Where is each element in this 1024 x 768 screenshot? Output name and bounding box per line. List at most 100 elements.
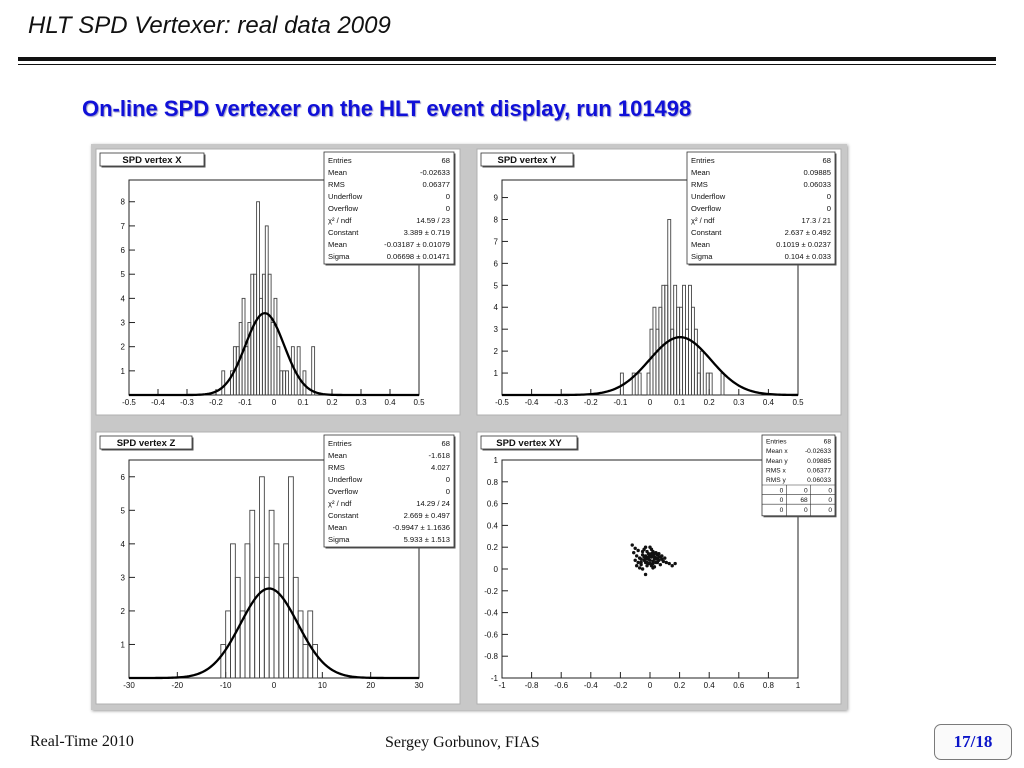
stats-value: 68 [823,156,831,165]
scatter-point [658,562,663,567]
stats-label: χ² / ndf [328,499,352,508]
scatter-point [632,550,636,555]
stats-box [323,151,455,265]
stats-value: 2.637 ± 0.492 [785,228,831,237]
y-tick-label: 4 [121,540,126,549]
stats-label: Mean x [766,448,788,455]
scatter-point [634,554,639,558]
scatter-point [640,549,645,554]
stats-table-cell: 0 [828,488,832,495]
y-tick-label: 4 [494,303,499,312]
footer-author: Sergey Gorbunov, FIAS [385,734,540,751]
y-tick-label: 7 [494,237,499,246]
x-tick-label: -0.2 [584,398,598,407]
scatter-point [664,560,668,565]
stats-value: 0.06033 [807,477,831,484]
stats-label: Entries [766,439,787,446]
stats-label: RMS [328,180,345,189]
stats-value: 0.06698 ± 0.01471 [387,252,450,261]
plots-svg: -0.5 -0.4 -0.3 -0.2 -0.1 0 0.1 0.2 0.3 0.4 0.5 1 2 3 4… [95,148,842,705]
histogram-bin [708,372,713,396]
y-tick-label: -1 [491,674,499,683]
x-tick-label: 0.4 [384,398,396,407]
stats-label: Mean [328,168,347,177]
stats-value: 0 [446,192,450,201]
stats-box [761,434,836,517]
scatter-point [660,554,664,558]
x-tick-label: 0.3 [355,398,367,407]
y-tick-label: 5 [494,281,499,290]
footer-conference: Real-Time 2010 [30,733,134,750]
x-tick-label: -10 [220,681,232,690]
x-tick-label: 0.2 [674,681,686,690]
stats-value: 0 [827,204,831,213]
y-tick-label: -0.4 [484,609,498,618]
stats-value: -0.02633 [420,168,450,177]
x-tick-label: -0.1 [614,398,628,407]
plot-panel-1: -0.5 -0.4 -0.3 -0.2 -0.1 0 0.1 0.2 0.3 0.4 0.5 1 2 3 4… [95,148,461,416]
y-tick-label: 0 [494,565,499,574]
scatter-point [657,552,661,556]
y-tick-label: 2 [121,343,126,352]
stats-label: Overflow [328,487,358,496]
y-tick-label: 8 [121,198,126,207]
stats-value: 0 [446,475,450,484]
gaussian-fit-curve [502,336,799,397]
event-display-canvas: -0.5 -0.4 -0.3 -0.2 -0.1 0 0.1 0.2 0.3 0.4 0.5 1 2 3 4… [91,144,847,710]
histogram-bin [296,346,301,396]
stats-label: Underflow [328,192,363,201]
stats-value: -1.618 [428,451,450,460]
stats-label: Sigma [328,535,350,544]
scatter-point [640,567,645,571]
x-tick-label: 0.1 [674,398,686,407]
x-tick-label: 0 [648,398,653,407]
scatter-point [643,572,648,577]
stats-label: Sigma [328,252,350,261]
stats-label: Underflow [691,192,726,201]
scatter-point [643,545,648,549]
scatter-point [667,561,671,566]
x-tick-label: -0.4 [584,681,598,690]
stats-box [323,434,455,548]
x-tick-label: -1 [498,681,506,690]
stats-value: -0.03187 ± 0.01079 [384,240,450,249]
stats-value: -0.9947 ± 1.1636 [393,523,450,532]
histogram-bin [311,346,316,396]
gaussian-fit-curve [129,311,419,397]
gaussian-fit-curve [129,587,419,680]
scatter-point [654,560,658,565]
scatter-point [634,564,639,568]
stats-box [686,151,836,265]
x-tick-label: 0.8 [763,681,775,690]
y-tick-label: 1 [494,369,499,378]
stats-value: 68 [442,156,450,165]
stats-value: 5.933 ± 1.513 [404,535,450,544]
stats-label: Overflow [328,204,358,213]
x-tick-label: -0.5 [122,398,136,407]
x-tick-label: -0.3 [554,398,568,407]
y-tick-label: 5 [121,270,126,279]
stats-label: Underflow [328,475,363,484]
x-tick-label: 0 [272,398,277,407]
histogram-bin [637,372,642,396]
scatter-point [661,559,666,564]
x-tick-label: -0.2 [209,398,223,407]
scatter-point [646,555,651,559]
scatter-point [645,560,649,565]
stats-table-cell: 0 [828,507,832,514]
stats-label: Constant [328,228,359,237]
x-tick-label: 0.2 [704,398,716,407]
x-tick-label: -0.4 [151,398,165,407]
y-tick-label: 6 [121,473,126,482]
title-box [99,435,193,450]
stats-value: 0.104 ± 0.033 [785,252,831,261]
y-tick-label: 0.6 [487,500,499,509]
y-tick-label: 5 [121,506,126,515]
y-tick-label: -0.6 [484,630,498,639]
x-tick-label: 0.5 [792,398,804,407]
stats-value: 0.06377 [807,467,831,474]
stats-table-cell: 0 [828,497,832,504]
page-number: 17/18 [934,724,1012,760]
y-tick-label: 7 [121,222,126,231]
stats-value: 0 [446,204,450,213]
